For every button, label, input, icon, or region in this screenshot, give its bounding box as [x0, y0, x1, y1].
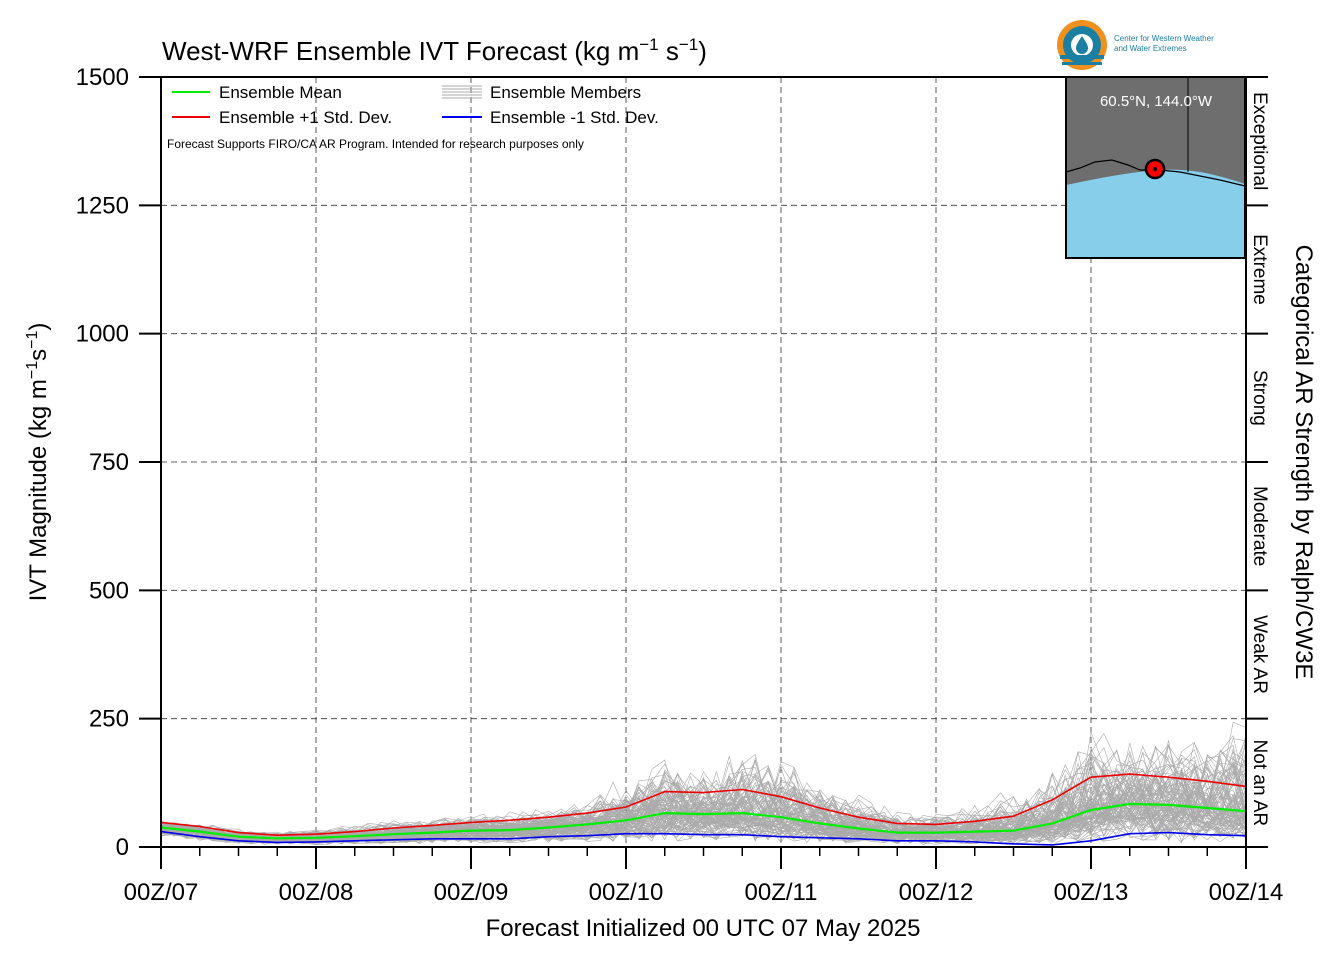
x-tick-label: 00Z/14	[1209, 879, 1284, 906]
ensemble-member-line	[160, 803, 1247, 845]
ensemble-statistics	[160, 773, 1247, 846]
y-tick-label: 250	[89, 706, 129, 733]
x-axis-ticks: 00Z/07 00Z/08 00Z/09 00Z/10 00Z/11 00Z/12 00Z/…	[124, 847, 1284, 906]
legend-label-plus-std: Ensemble +1 Std. Dev.	[219, 108, 392, 127]
x-tick-label: 00Z/07	[124, 879, 199, 906]
disclaimer-note: Forecast Supports FIRO/CA AR Program. In…	[167, 137, 584, 151]
ensemble-member-line	[160, 772, 1247, 840]
category-label: Not an AR	[1249, 740, 1270, 827]
category-label: Exceptional	[1249, 92, 1270, 190]
category-axis: Not an AR Weak AR Moderate Strong Extreme Exc…	[1246, 76, 1270, 848]
category-label: Weak AR	[1249, 615, 1270, 694]
x-tick-label: 00Z/10	[589, 879, 664, 906]
ensemble-member-line	[160, 738, 1247, 838]
plot-area	[160, 77, 1247, 847]
x-tick-label: 00Z/11	[745, 879, 818, 906]
x-tick-label: 00Z/12	[899, 879, 974, 906]
y-tick-label: 1250	[76, 192, 129, 219]
ensemble-member-line	[160, 731, 1247, 837]
cw3e-logo: Center for Western Weather and Water Ext…	[1057, 20, 1214, 70]
x-axis-label: Forecast Initialized 00 UTC 07 May 2025	[486, 915, 921, 942]
legend-label-minus-std: Ensemble -1 Std. Dev.	[490, 108, 659, 127]
legend-label-members: Ensemble Members	[490, 83, 641, 102]
ensemble-members	[160, 721, 1247, 846]
legend: Ensemble Mean Ensemble +1 Std. Dev. Ense…	[167, 83, 659, 151]
logo-line2: and Water Extremes	[1114, 44, 1187, 53]
ensemble-member-line	[160, 798, 1247, 843]
grid-lines	[161, 77, 1246, 847]
location-inset-map: 60.5°N, 144.0°W	[1065, 76, 1246, 259]
ensemble-minus-std-line	[160, 830, 1247, 846]
y-tick-label: 500	[89, 577, 129, 604]
category-label: Extreme	[1249, 234, 1270, 305]
y-tick-label: 1000	[76, 321, 129, 348]
y-tick-label: 0	[116, 834, 129, 861]
inset-location-label: 60.5°N, 144.0°W	[1100, 93, 1213, 110]
water-drop-icon	[1076, 36, 1088, 54]
ensemble-member-line	[160, 773, 1247, 842]
chart-title: West-WRF Ensemble IVT Forecast (kg m−1 s…	[162, 35, 707, 66]
ensemble-mean-line	[160, 802, 1247, 840]
legend-label-mean: Ensemble Mean	[219, 83, 342, 102]
category-label: Strong	[1249, 370, 1270, 426]
y-tick-label: 750	[89, 449, 129, 476]
x-tick-label: 00Z/13	[1054, 879, 1129, 906]
category-label: Moderate	[1249, 486, 1270, 566]
ensemble-plus-std-line	[160, 773, 1247, 837]
ensemble-member-line	[160, 786, 1247, 843]
y-axis-label: IVT Magnitude (kg m−1s−1)	[24, 323, 52, 602]
y-tick-label: 1500	[76, 64, 129, 91]
inset-border	[1065, 76, 1246, 259]
inset-ocean	[1066, 169, 1245, 258]
logo-line1: Center for Western Weather	[1114, 34, 1214, 43]
x-tick-label: 00Z/08	[279, 879, 354, 906]
category-axis-title: Categorical AR Strength by Ralph/CW3E	[1290, 245, 1317, 680]
legend-swatch-members	[442, 85, 482, 99]
x-tick-label: 00Z/09	[434, 879, 509, 906]
y-axis-ticks: 0 250 500 750 1000 1250 1500	[76, 64, 161, 861]
